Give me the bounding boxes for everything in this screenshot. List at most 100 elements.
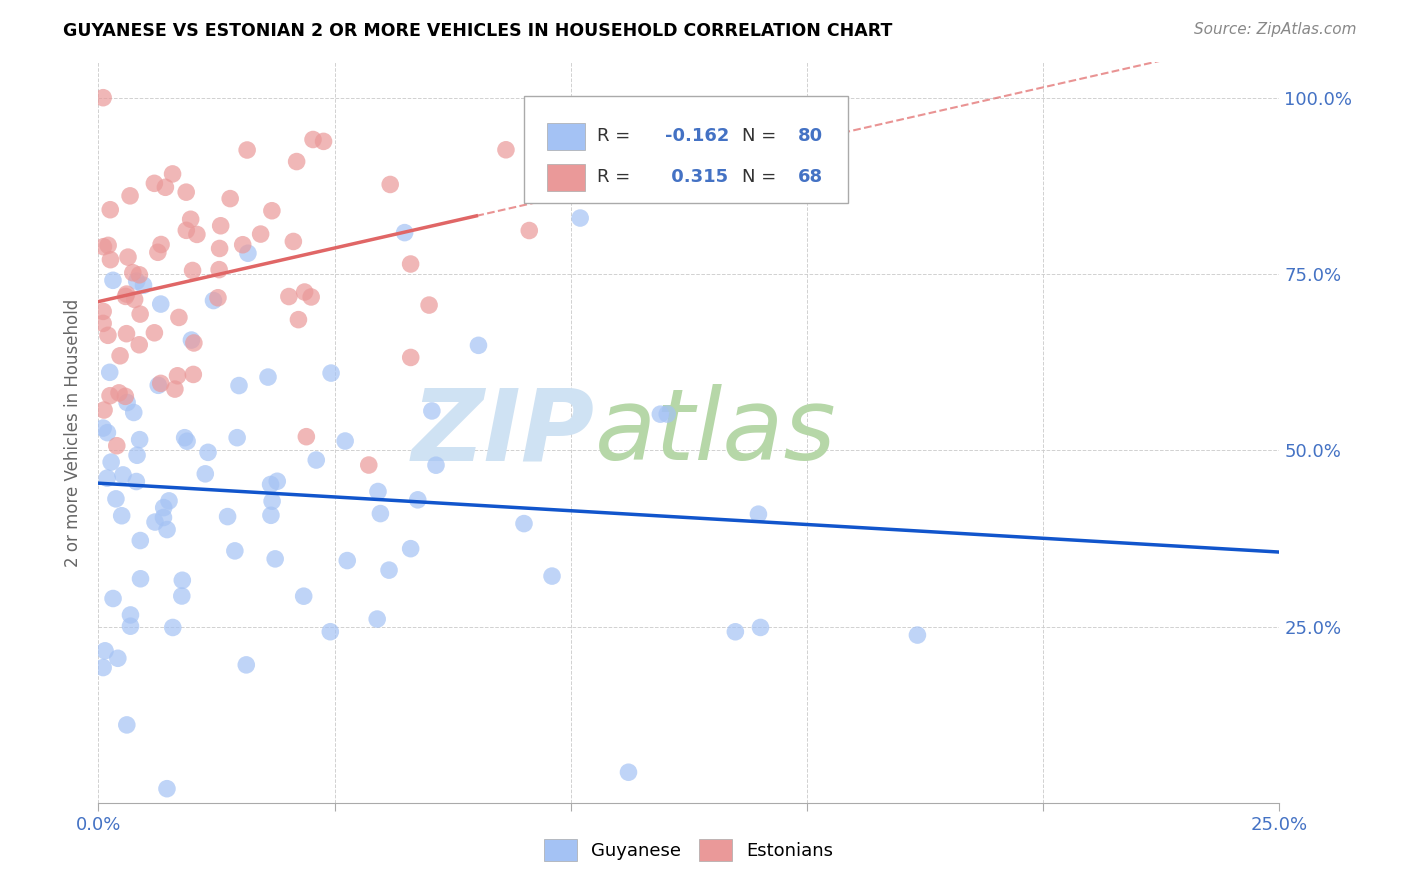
Point — [93, 403, 115, 417]
Point — [295, 430, 318, 444]
Text: 0.315: 0.315 — [665, 169, 728, 186]
Point — [152, 500, 174, 515]
Point — [120, 189, 142, 203]
Point — [170, 589, 193, 603]
Point — [125, 448, 148, 462]
Point — [143, 326, 166, 340]
Point — [283, 235, 305, 249]
Point — [176, 434, 198, 449]
Point — [120, 619, 142, 633]
Point — [98, 202, 121, 217]
Point — [319, 624, 342, 639]
Point — [378, 563, 401, 577]
Point — [226, 431, 249, 445]
Point — [207, 291, 229, 305]
Point — [209, 219, 232, 233]
Text: -0.162: -0.162 — [665, 128, 730, 145]
Y-axis label: 2 or more Vehicles in Household: 2 or more Vehicles in Household — [65, 299, 83, 566]
Point — [370, 507, 392, 521]
Point — [115, 718, 138, 732]
Point — [108, 385, 131, 400]
Point — [91, 660, 114, 674]
Point — [101, 591, 124, 606]
Point — [366, 612, 388, 626]
Text: R =: R = — [596, 128, 636, 145]
Point — [91, 304, 114, 318]
Point — [111, 467, 134, 482]
Point — [107, 651, 129, 665]
Point — [114, 289, 136, 303]
FancyBboxPatch shape — [523, 95, 848, 203]
Point — [617, 765, 640, 780]
Point — [530, 138, 553, 153]
Point — [513, 516, 536, 531]
Point — [183, 335, 205, 350]
Point — [108, 349, 131, 363]
Point — [98, 365, 121, 379]
Point — [162, 167, 184, 181]
Text: atlas: atlas — [595, 384, 837, 481]
Point — [650, 407, 672, 421]
Text: Source: ZipAtlas.com: Source: ZipAtlas.com — [1194, 22, 1357, 37]
Point — [156, 781, 179, 796]
Point — [194, 467, 217, 481]
Point — [907, 628, 929, 642]
Point — [97, 238, 120, 252]
Point — [208, 262, 231, 277]
Text: ZIP: ZIP — [412, 384, 595, 481]
Point — [333, 434, 356, 448]
Point — [420, 404, 443, 418]
Text: N =: N = — [742, 169, 782, 186]
Point — [128, 338, 150, 352]
Point — [91, 91, 114, 105]
Point — [305, 453, 328, 467]
Text: 68: 68 — [797, 169, 823, 186]
Point — [174, 185, 197, 199]
Point — [143, 515, 166, 529]
Point — [294, 285, 316, 299]
Point — [97, 328, 120, 343]
Point — [399, 351, 422, 365]
Point — [336, 553, 359, 567]
Point — [747, 507, 769, 521]
Point — [249, 227, 271, 241]
Point — [228, 378, 250, 392]
Point — [105, 439, 128, 453]
Point — [98, 389, 121, 403]
Point — [101, 273, 124, 287]
Point — [260, 508, 283, 523]
Point — [150, 237, 173, 252]
Point — [111, 508, 134, 523]
Point — [569, 211, 592, 225]
Point — [467, 338, 489, 352]
Point — [100, 455, 122, 469]
Point — [292, 589, 315, 603]
Point — [319, 366, 342, 380]
Point — [181, 368, 204, 382]
Point — [167, 310, 190, 325]
FancyBboxPatch shape — [547, 123, 585, 150]
Point — [100, 252, 122, 267]
Text: R =: R = — [596, 169, 636, 186]
Point — [208, 242, 231, 256]
Point — [115, 326, 138, 341]
Point — [357, 458, 380, 472]
Point — [91, 421, 114, 435]
FancyBboxPatch shape — [547, 164, 585, 191]
Point — [399, 541, 422, 556]
Point — [264, 552, 287, 566]
Point — [128, 268, 150, 282]
Point — [96, 425, 118, 440]
Point — [129, 307, 152, 321]
Point — [149, 376, 172, 391]
Point — [94, 644, 117, 658]
Point — [91, 317, 114, 331]
Point — [172, 574, 194, 588]
Point — [197, 445, 219, 459]
Point — [202, 293, 225, 308]
Point — [125, 475, 148, 489]
Point — [166, 368, 188, 383]
Point — [257, 370, 280, 384]
Point — [96, 471, 118, 485]
Point — [380, 178, 402, 192]
